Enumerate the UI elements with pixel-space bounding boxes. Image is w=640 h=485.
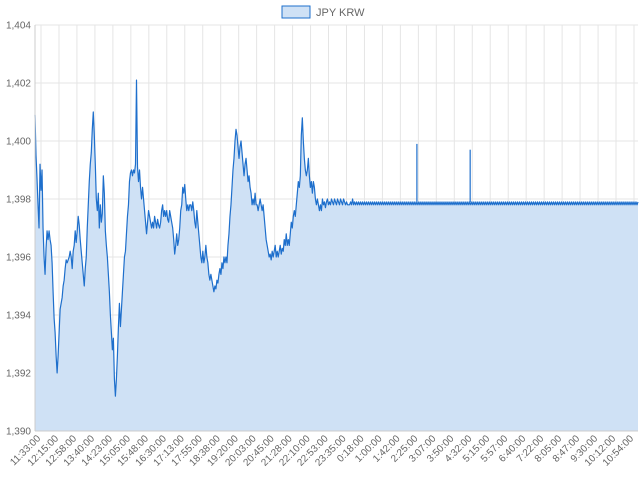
y-tick-label: 1,402 [6, 79, 31, 90]
y-tick-label: 1,398 [6, 195, 31, 206]
y-tick-label: 1,392 [6, 369, 31, 380]
series-fill [35, 80, 638, 431]
y-tick-label: 1,400 [6, 137, 31, 148]
y-axis: 1,390 1,392 1,394 1,396 1,398 1,400 1,402 1,404 [6, 21, 36, 438]
y-tick-label: 1,396 [6, 253, 31, 264]
y-tick-label: 1,390 [6, 427, 31, 438]
y-tick-label: 1,394 [6, 311, 31, 322]
legend-label: JPY KRW [316, 7, 365, 19]
legend[interactable]: JPY KRW [281, 5, 365, 19]
x-axis: 11:33:0012:15:0012:58:0013:40:0014:23:00… [8, 430, 638, 469]
series-line [34, 79, 639, 397]
series-area [34, 79, 639, 431]
legend-swatch [281, 5, 311, 19]
y-tick-label: 1,404 [6, 21, 31, 32]
